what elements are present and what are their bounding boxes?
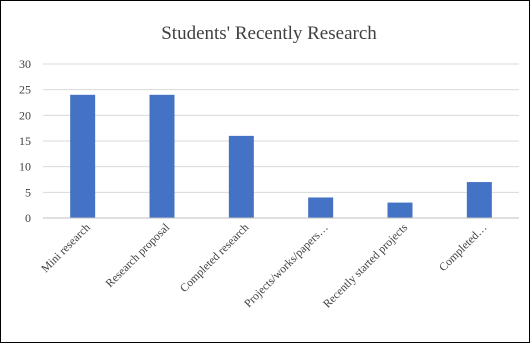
y-tick-label: 10 bbox=[19, 160, 31, 174]
y-axis-ticks: 0 5 10 15 20 25 30 bbox=[19, 57, 31, 225]
x-tick-label: Mini research bbox=[39, 221, 93, 275]
y-tick-label: 15 bbox=[19, 134, 31, 148]
x-tick-label: Completed research bbox=[178, 221, 251, 294]
x-tick-label: Completed… bbox=[437, 222, 489, 274]
bar bbox=[70, 94, 96, 218]
bar bbox=[308, 197, 334, 218]
bar bbox=[228, 135, 254, 218]
chart-title: Students' Recently Research bbox=[161, 23, 377, 44]
bar bbox=[149, 94, 175, 218]
gridlines bbox=[43, 63, 519, 193]
bar bbox=[466, 182, 492, 218]
y-tick-label: 0 bbox=[25, 211, 31, 225]
y-tick-label: 5 bbox=[25, 185, 31, 199]
y-tick-label: 25 bbox=[19, 83, 31, 97]
y-tick-label: 20 bbox=[19, 108, 31, 122]
x-axis-labels: Mini research Research proposal Completed … bbox=[39, 221, 489, 310]
bars bbox=[70, 94, 492, 218]
bar bbox=[387, 202, 413, 218]
x-tick-label: Research proposal bbox=[104, 222, 172, 290]
x-tick-label: Recently started projects bbox=[321, 221, 410, 310]
x-tick-label: Projects/works/papers… bbox=[242, 222, 330, 310]
y-tick-label: 30 bbox=[19, 57, 31, 71]
